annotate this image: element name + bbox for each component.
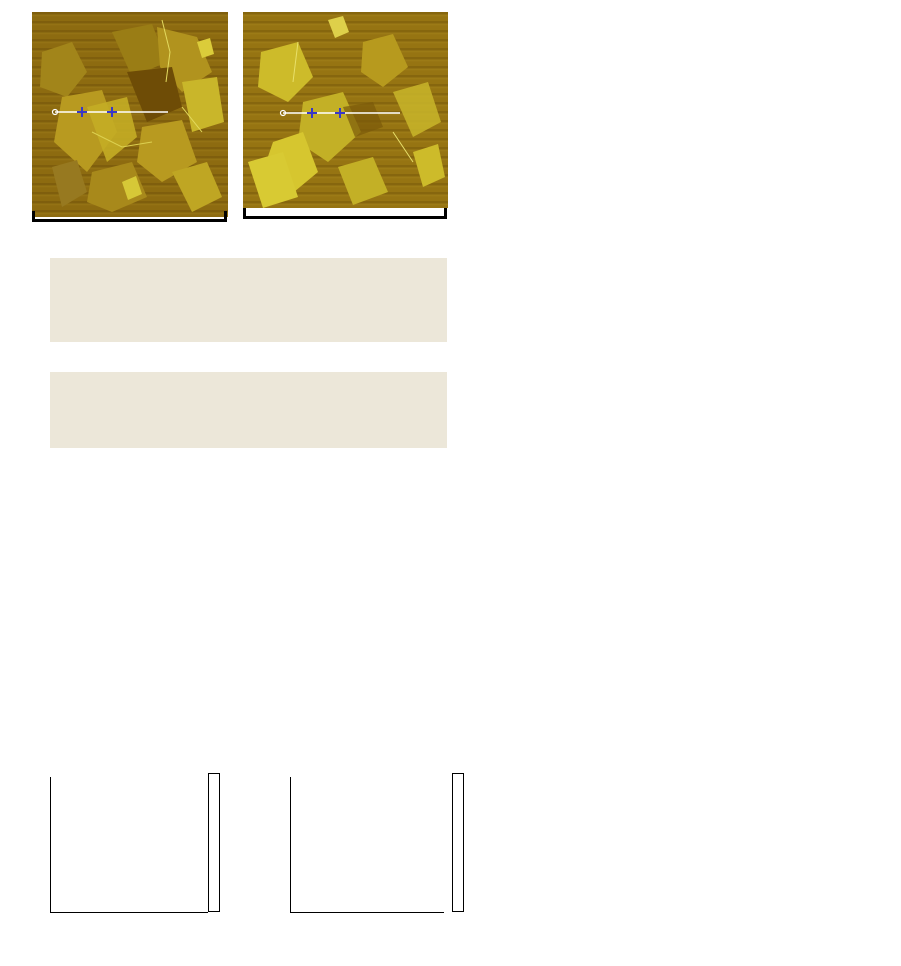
height-profile-c-plot bbox=[50, 258, 447, 342]
raman-map-i bbox=[290, 777, 444, 913]
xps-prgo-plot bbox=[528, 697, 802, 911]
height-profile-d-plot bbox=[50, 372, 447, 448]
section-cross-markers bbox=[307, 108, 345, 118]
section-line-start-marker bbox=[51, 108, 59, 116]
scalebar-line bbox=[32, 211, 227, 222]
section-cross-markers bbox=[77, 107, 117, 117]
colorbar-h bbox=[208, 773, 220, 912]
raman-map-h bbox=[50, 777, 208, 913]
afm-3d-surface-f bbox=[450, 190, 901, 376]
afm-flakes-b bbox=[248, 16, 445, 208]
scalebar-b bbox=[243, 208, 447, 219]
scalebar-line bbox=[243, 208, 447, 219]
afm-image-b bbox=[243, 12, 448, 208]
raman-spectra-plot bbox=[48, 508, 448, 700]
afm-3d-surface-e bbox=[450, 2, 901, 188]
xps-go-plot bbox=[528, 433, 802, 645]
scalebar-a bbox=[32, 211, 227, 222]
colorbar-i bbox=[452, 773, 464, 912]
afm-flakes-a bbox=[40, 19, 224, 212]
section-line-start-marker bbox=[279, 109, 287, 117]
afm-image-a bbox=[32, 12, 228, 217]
